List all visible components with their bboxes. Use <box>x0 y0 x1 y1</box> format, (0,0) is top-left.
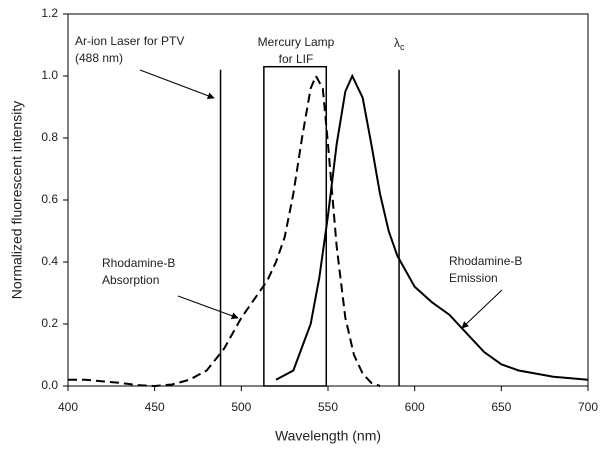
y-axis-label: Normalized fluorescent intensity <box>9 101 25 299</box>
y-tick-label: 1.0 <box>41 68 58 82</box>
x-tick-label: 500 <box>231 400 251 414</box>
x-axis-label: Wavelength (nm) <box>275 428 381 444</box>
annotation-arrow <box>461 289 503 329</box>
x-tick-label: 450 <box>145 400 165 414</box>
x-tick-label: 600 <box>405 400 425 414</box>
annotation: Rhodamine-B <box>102 256 175 270</box>
y-tick-label: 0.8 <box>41 130 58 144</box>
annotation: (488 nm) <box>75 51 123 65</box>
plot-frame <box>67 13 589 387</box>
y-tick-label: 0.0 <box>41 378 58 392</box>
annotation-arrow <box>177 295 239 320</box>
annotation: Ar-ion Laser for PTV <box>75 34 184 48</box>
lamp-band <box>263 65 328 387</box>
annotation: Mercury Lamp <box>258 35 335 49</box>
annotation: Emission <box>449 271 498 285</box>
x-tick-label: 650 <box>491 400 511 414</box>
y-tick-label: 0.4 <box>41 254 58 268</box>
y-tick-label: 0.6 <box>41 192 58 206</box>
x-tick-label: 700 <box>578 400 598 414</box>
x-tick-label: 400 <box>58 400 78 414</box>
annotation-arrow <box>139 69 215 100</box>
x-tick-label: 550 <box>318 400 338 414</box>
series-line <box>275 73 589 381</box>
annotation-subscript: c <box>400 42 405 52</box>
series-line <box>68 73 381 388</box>
annotation: for LIF <box>279 52 314 66</box>
annotation-symbol: λ <box>394 36 400 50</box>
annotation: Absorption <box>102 273 159 287</box>
annotation: λc <box>394 36 405 52</box>
annotation: Rhodamine-B <box>449 254 522 268</box>
y-tick-label: 0.2 <box>41 316 58 330</box>
y-tick-label: 1.2 <box>41 6 58 20</box>
